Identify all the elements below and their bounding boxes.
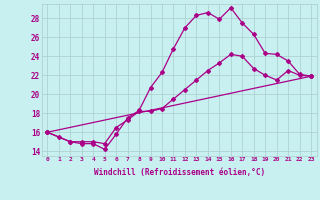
X-axis label: Windchill (Refroidissement éolien,°C): Windchill (Refroidissement éolien,°C) [94,168,265,177]
